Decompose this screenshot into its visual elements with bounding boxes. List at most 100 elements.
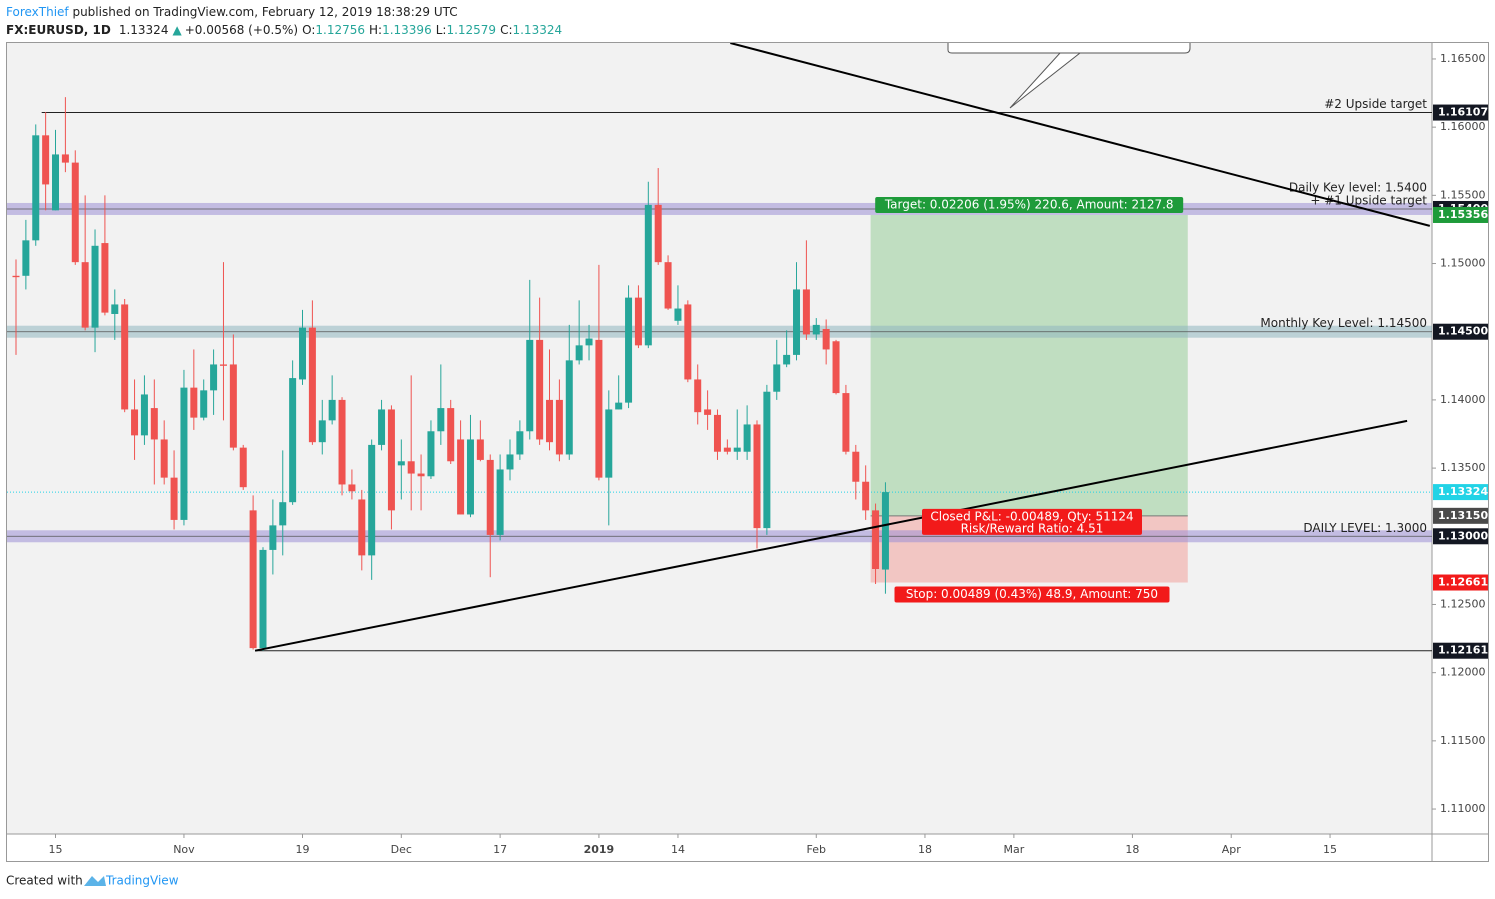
footer: Created with TradingView xyxy=(6,874,179,888)
candle-body xyxy=(536,339,544,440)
candle-body xyxy=(466,439,474,515)
candle-body xyxy=(180,387,188,520)
candle-body xyxy=(881,492,889,570)
candle-body xyxy=(457,439,465,515)
candle-body xyxy=(328,399,336,421)
x-tick-label: 17 xyxy=(493,843,507,856)
candle-body xyxy=(42,135,50,185)
candle-body xyxy=(259,549,267,649)
candle-body xyxy=(318,420,326,443)
price-tag xyxy=(1433,507,1488,524)
candle-body xyxy=(22,240,30,276)
candle-body xyxy=(743,424,751,452)
x-tick-label: 15 xyxy=(49,843,63,856)
footer-brand: TradingView xyxy=(105,874,179,888)
candle-body xyxy=(783,354,791,365)
candle-body xyxy=(101,243,109,313)
candle-body xyxy=(219,364,227,366)
symbol: FX:EURUSD, 1D xyxy=(6,23,111,37)
author: ForexThief xyxy=(6,5,69,19)
price-tag-label: 1.12161 xyxy=(1438,644,1488,657)
pnl-box xyxy=(922,508,1142,535)
price-tag-label: 1.16107 xyxy=(1438,106,1488,119)
stop-label: Stop: 0.00489 (0.43%) 48.9, Amount: 750 xyxy=(906,587,1158,601)
y-tick-label: 1.16000 xyxy=(1440,120,1486,133)
candle-body xyxy=(713,414,721,452)
candle-body xyxy=(585,338,593,346)
candle-body xyxy=(634,297,642,346)
level-label: Monthly Key Level: 1.14500 xyxy=(1260,316,1427,330)
price-tag xyxy=(1433,206,1488,223)
ohlc-value: 1.12756 xyxy=(315,23,365,37)
y-tick-label: 1.16500 xyxy=(1440,52,1486,65)
x-tick-label: Apr xyxy=(1222,843,1242,856)
candle-body xyxy=(170,477,178,520)
trendline xyxy=(730,43,1431,227)
ohlc-key: O: xyxy=(302,23,315,37)
frame xyxy=(6,42,1489,862)
change: +0.00568 (+0.5%) xyxy=(185,23,298,37)
candle-body xyxy=(190,387,198,418)
x-tick-label: 18 xyxy=(918,843,932,856)
candle-body xyxy=(348,484,356,492)
candle-body xyxy=(852,451,860,482)
candle-body xyxy=(160,439,168,478)
candle-body xyxy=(615,402,623,410)
x-tick-label: 19 xyxy=(296,843,310,856)
candle-body xyxy=(81,262,89,328)
last: 1.13324 xyxy=(119,23,169,37)
candle-body xyxy=(140,394,148,436)
candle-body xyxy=(486,459,494,535)
price-tag xyxy=(1433,642,1488,659)
footer-created: Created with xyxy=(6,874,83,888)
x-tick-label: 14 xyxy=(671,843,685,856)
candle-body xyxy=(91,245,99,328)
y-tick-label: 1.11500 xyxy=(1440,734,1486,747)
candle-body xyxy=(299,327,307,380)
candle-body xyxy=(516,431,524,455)
y-tick-label: 1.14000 xyxy=(1440,393,1486,406)
ohlc-value: 1.13324 xyxy=(512,23,562,37)
ohlc-value: 1.13396 xyxy=(382,23,432,37)
candle-body xyxy=(546,399,554,443)
candle-body xyxy=(644,204,652,346)
candle-body xyxy=(239,447,247,488)
candle-body xyxy=(111,304,119,314)
price-tag xyxy=(1433,574,1488,591)
candle-body xyxy=(664,262,672,309)
candle-body xyxy=(308,327,316,443)
published: published on TradingView.com, February 1… xyxy=(69,5,458,19)
ohlc-key: C: xyxy=(500,23,512,37)
y-tick-label: 1.12000 xyxy=(1440,666,1486,679)
candle-body xyxy=(704,409,712,415)
price-tag xyxy=(1433,528,1488,545)
callout xyxy=(947,43,1191,109)
candle-body xyxy=(506,454,514,470)
candle-body xyxy=(229,364,237,448)
candle-body xyxy=(279,502,287,526)
candle-body xyxy=(842,393,850,452)
ohlc-value: 1.12579 xyxy=(446,23,496,37)
candle-body xyxy=(71,162,79,263)
x-tick-label: 18 xyxy=(1125,843,1139,856)
candle-body xyxy=(773,364,781,392)
target-label-box xyxy=(875,196,1184,213)
level-label: #2 Upside target xyxy=(1324,97,1427,111)
rr-label: Risk/Reward Ratio: 4.51 xyxy=(961,521,1104,535)
ohlc-key: H: xyxy=(369,23,382,37)
candle-body xyxy=(32,135,40,241)
candle-body xyxy=(595,339,603,478)
candle-body xyxy=(397,461,405,466)
candle-body xyxy=(793,289,801,355)
candle-body xyxy=(822,328,830,350)
candle-body xyxy=(872,510,880,570)
candle-body xyxy=(427,431,435,477)
y-tick-label: 1.12500 xyxy=(1440,597,1486,610)
candle-body xyxy=(200,390,208,418)
candle-body xyxy=(496,469,504,535)
ohlc-key: L: xyxy=(436,23,447,37)
candle-body xyxy=(387,409,395,511)
candle-body xyxy=(338,399,346,485)
